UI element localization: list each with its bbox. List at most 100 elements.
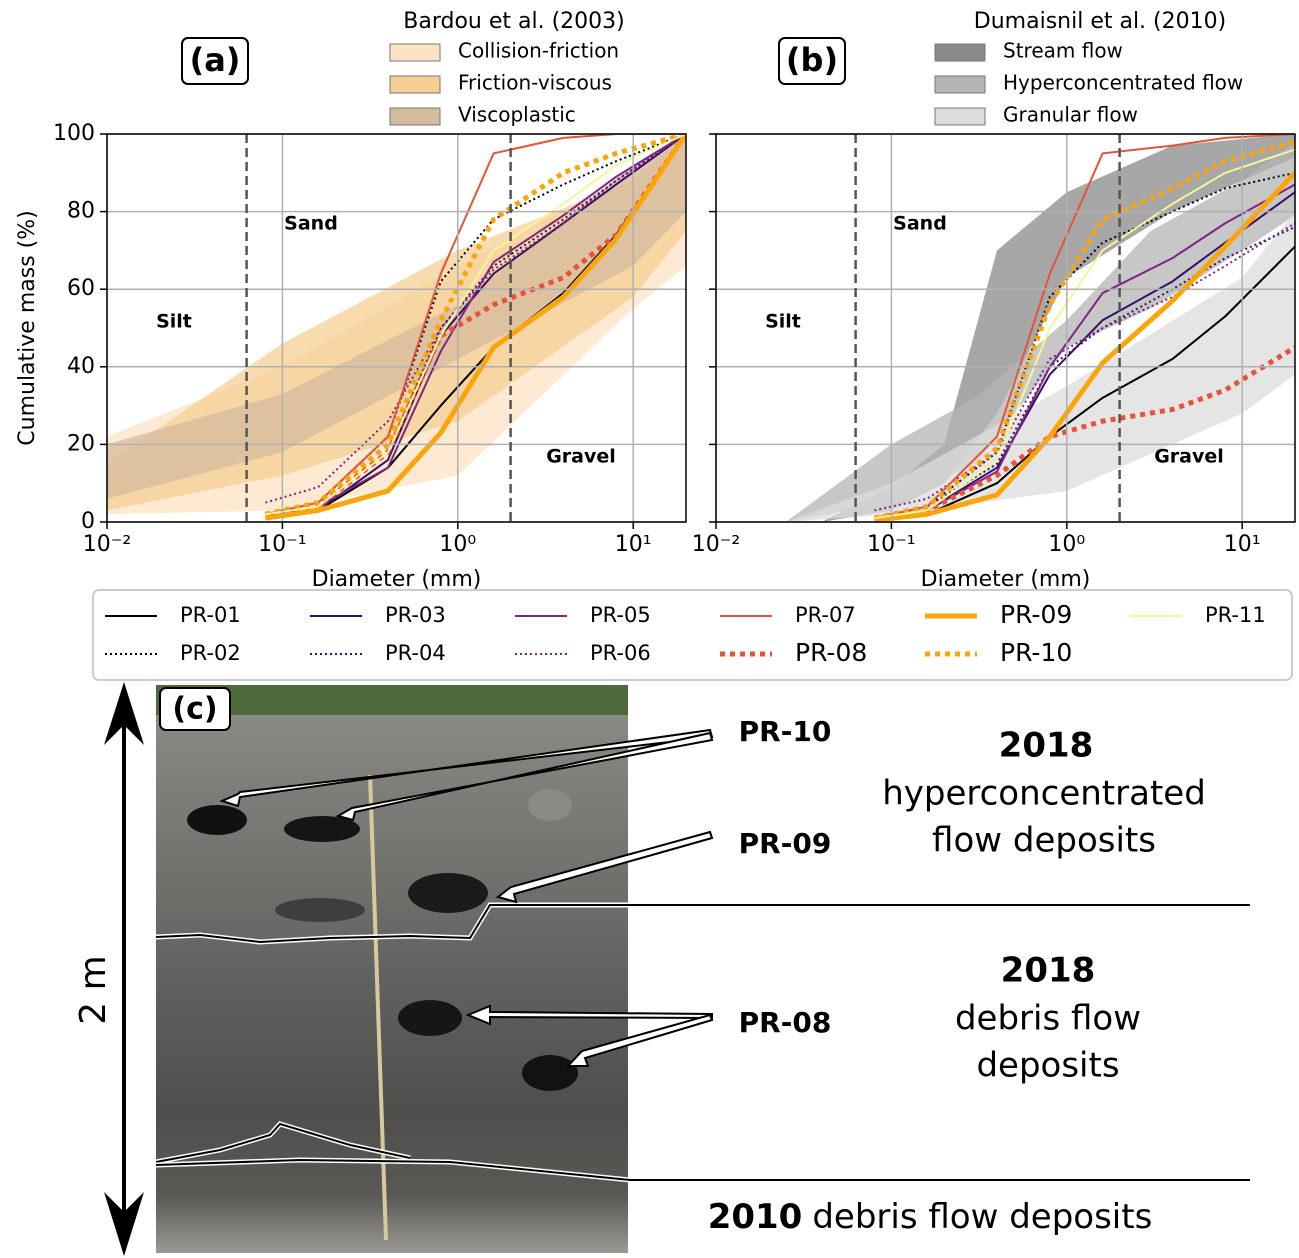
sample-line (874, 345, 1295, 521)
legend-label: PR-07 (795, 603, 856, 627)
region-label: Sand (893, 213, 947, 235)
photo-background (156, 685, 628, 1253)
legend: PR-01 PR-02 PR-03 PR-04 PR-05 PR-06 PR-07 PR-08… (105, 600, 1266, 667)
band-legend-title: Dumaisnil et al. (2010) (974, 9, 1226, 34)
sample-line (265, 134, 686, 517)
sample-line (874, 222, 1295, 512)
legend-label: PR-08 (795, 638, 867, 667)
legend-label: PR-02 (180, 641, 241, 665)
unit-caption: 2010 debris flow deposits (708, 1197, 1153, 1237)
legend-label: PR-05 (590, 603, 651, 627)
legend-label: PR-04 (385, 641, 446, 665)
contact-line (155, 1122, 411, 1163)
y-tick-label: 80 (67, 199, 95, 224)
unit-description: hyperconcentrated (882, 774, 1206, 814)
panel-label-box (181, 37, 249, 85)
chart-panel: Stream flow Hyperconcentrated flow Granula… (692, 9, 1296, 592)
photo: (c) 2 m PR-10 PR-09 PR-08 2018 hyperconc… (73, 682, 1250, 1256)
panel-label: (a) (190, 41, 241, 79)
sample-label: PR-10 (739, 715, 832, 748)
band-legend-label: Hyperconcentrated flow (1003, 71, 1243, 95)
sample-line (265, 134, 686, 516)
scale-arrowhead (104, 1192, 144, 1256)
x-tick-label: 10⁰ (439, 532, 476, 557)
sample-hole (284, 816, 360, 842)
x-tick-label: 10¹ (1224, 532, 1261, 557)
envelope-band (107, 134, 686, 499)
panel-label-box (159, 687, 231, 731)
x-tick-label: 10⁰ (1048, 532, 1085, 557)
band-legend-label: Collision-friction (458, 39, 619, 63)
sample-label: PR-08 (739, 1006, 832, 1039)
band-legend-label: Stream flow (1003, 39, 1123, 63)
band-legend-label: Granular flow (1003, 103, 1138, 127)
x-axis-label: Diameter (mm) (921, 567, 1091, 592)
band-legend-swatch (389, 43, 441, 62)
legend-label: PR-06 (590, 641, 651, 665)
y-tick-label: 40 (67, 354, 95, 379)
scale-arrowhead (104, 682, 144, 745)
cobble (528, 789, 572, 821)
band-legend-title: Bardou et al. (2003) (403, 9, 624, 34)
region-label: Gravel (546, 446, 616, 468)
band-legend-swatch (934, 43, 986, 62)
unit-description: debris flow deposits (812, 1197, 1152, 1237)
region-label: Silt (156, 311, 192, 333)
panel-label: (c) (172, 692, 217, 727)
unit-year: 2010 (708, 1197, 803, 1237)
panel-label: (b) (786, 41, 838, 79)
band-legend-swatch (934, 75, 986, 94)
band-legend-swatch (934, 107, 986, 126)
x-tick-label: 10¹ (615, 532, 652, 557)
band-legend-label: Friction-viscous (458, 71, 612, 95)
sample-line (873, 139, 1295, 521)
x-tick-label: 10⁻¹ (867, 532, 915, 557)
cobble (275, 898, 365, 922)
x-tick-label: 10⁻¹ (258, 532, 306, 557)
y-tick-label: 100 (53, 121, 95, 146)
y-tick-label: 0 (81, 509, 95, 534)
legend-label: PR-01 (180, 603, 241, 627)
panel-label-box (778, 37, 846, 85)
plot-frame (715, 133, 1296, 523)
y-tick-label: 60 (67, 276, 95, 301)
region-label: Silt (765, 311, 801, 333)
sample-line (874, 171, 1295, 520)
sample-line (874, 171, 1295, 522)
sample-hole (408, 873, 488, 913)
sample-line (265, 134, 686, 516)
legend-label: PR-09 (1000, 600, 1072, 629)
callout-arrows (219, 728, 714, 1067)
sample-line (874, 183, 1295, 520)
sample-line (265, 134, 686, 516)
sample-hole (522, 1055, 578, 1091)
envelope-band (785, 141, 1295, 522)
scale-label: 2 m (73, 955, 114, 1024)
unit-description: deposits (976, 1046, 1119, 1086)
plot-area (107, 134, 686, 521)
unit-description: debris flow (955, 999, 1141, 1039)
x-tick-label: 10⁻² (692, 532, 740, 557)
sample-line (265, 134, 686, 504)
sample-hole (398, 1000, 462, 1036)
band-legend-label: Viscoplastic (458, 103, 576, 127)
vegetation (156, 685, 628, 715)
legend-box (92, 589, 1293, 681)
plot-frame (106, 133, 687, 523)
contact-line (155, 1158, 1250, 1181)
sample-line (264, 134, 686, 517)
y-tick-label: 20 (67, 431, 95, 456)
contact-line (155, 904, 1250, 944)
unit-year: 2018 (1001, 951, 1096, 991)
x-tick-label: 10⁻² (83, 532, 131, 557)
unit-year: 2018 (999, 726, 1094, 766)
sample-label: PR-09 (739, 827, 832, 860)
legend-label: PR-10 (1000, 638, 1072, 667)
legend-label: PR-11 (1205, 603, 1266, 627)
x-axis-label: Diameter (mm) (312, 567, 482, 592)
chart-panel: Collision-friction Friction-viscous Viscop… (15, 9, 687, 592)
legend-label: PR-03 (385, 603, 446, 627)
y-axis-label: Cumulative mass (%) (15, 210, 40, 445)
unit-description: flow deposits (932, 821, 1156, 861)
sample-hole (187, 805, 247, 835)
